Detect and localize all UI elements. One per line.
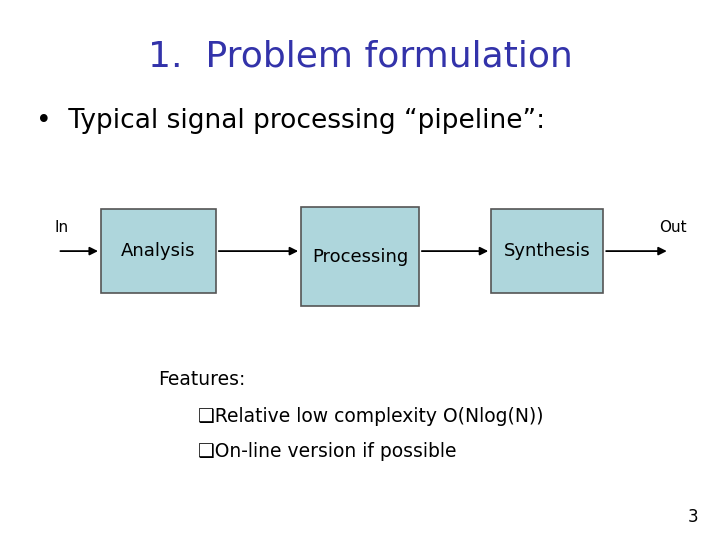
Text: In: In [54,220,68,235]
Text: Synthesis: Synthesis [504,242,590,260]
Text: •  Typical signal processing “pipeline”:: • Typical signal processing “pipeline”: [36,109,545,134]
Bar [301,206,419,306]
Bar [491,209,603,293]
Text: Analysis: Analysis [121,242,196,260]
Text: Features:: Features: [158,370,246,389]
Text: ❑On-line version if possible: ❑On-line version if possible [198,442,456,461]
Text: 3: 3 [688,509,698,526]
Text: 1.  Problem formulation: 1. Problem formulation [148,40,572,73]
Bar [101,209,216,293]
Text: Out: Out [660,220,687,235]
Text: ❑Relative low complexity O(Nlog(N)): ❑Relative low complexity O(Nlog(N)) [198,407,544,426]
Text: Processing: Processing [312,247,408,266]
